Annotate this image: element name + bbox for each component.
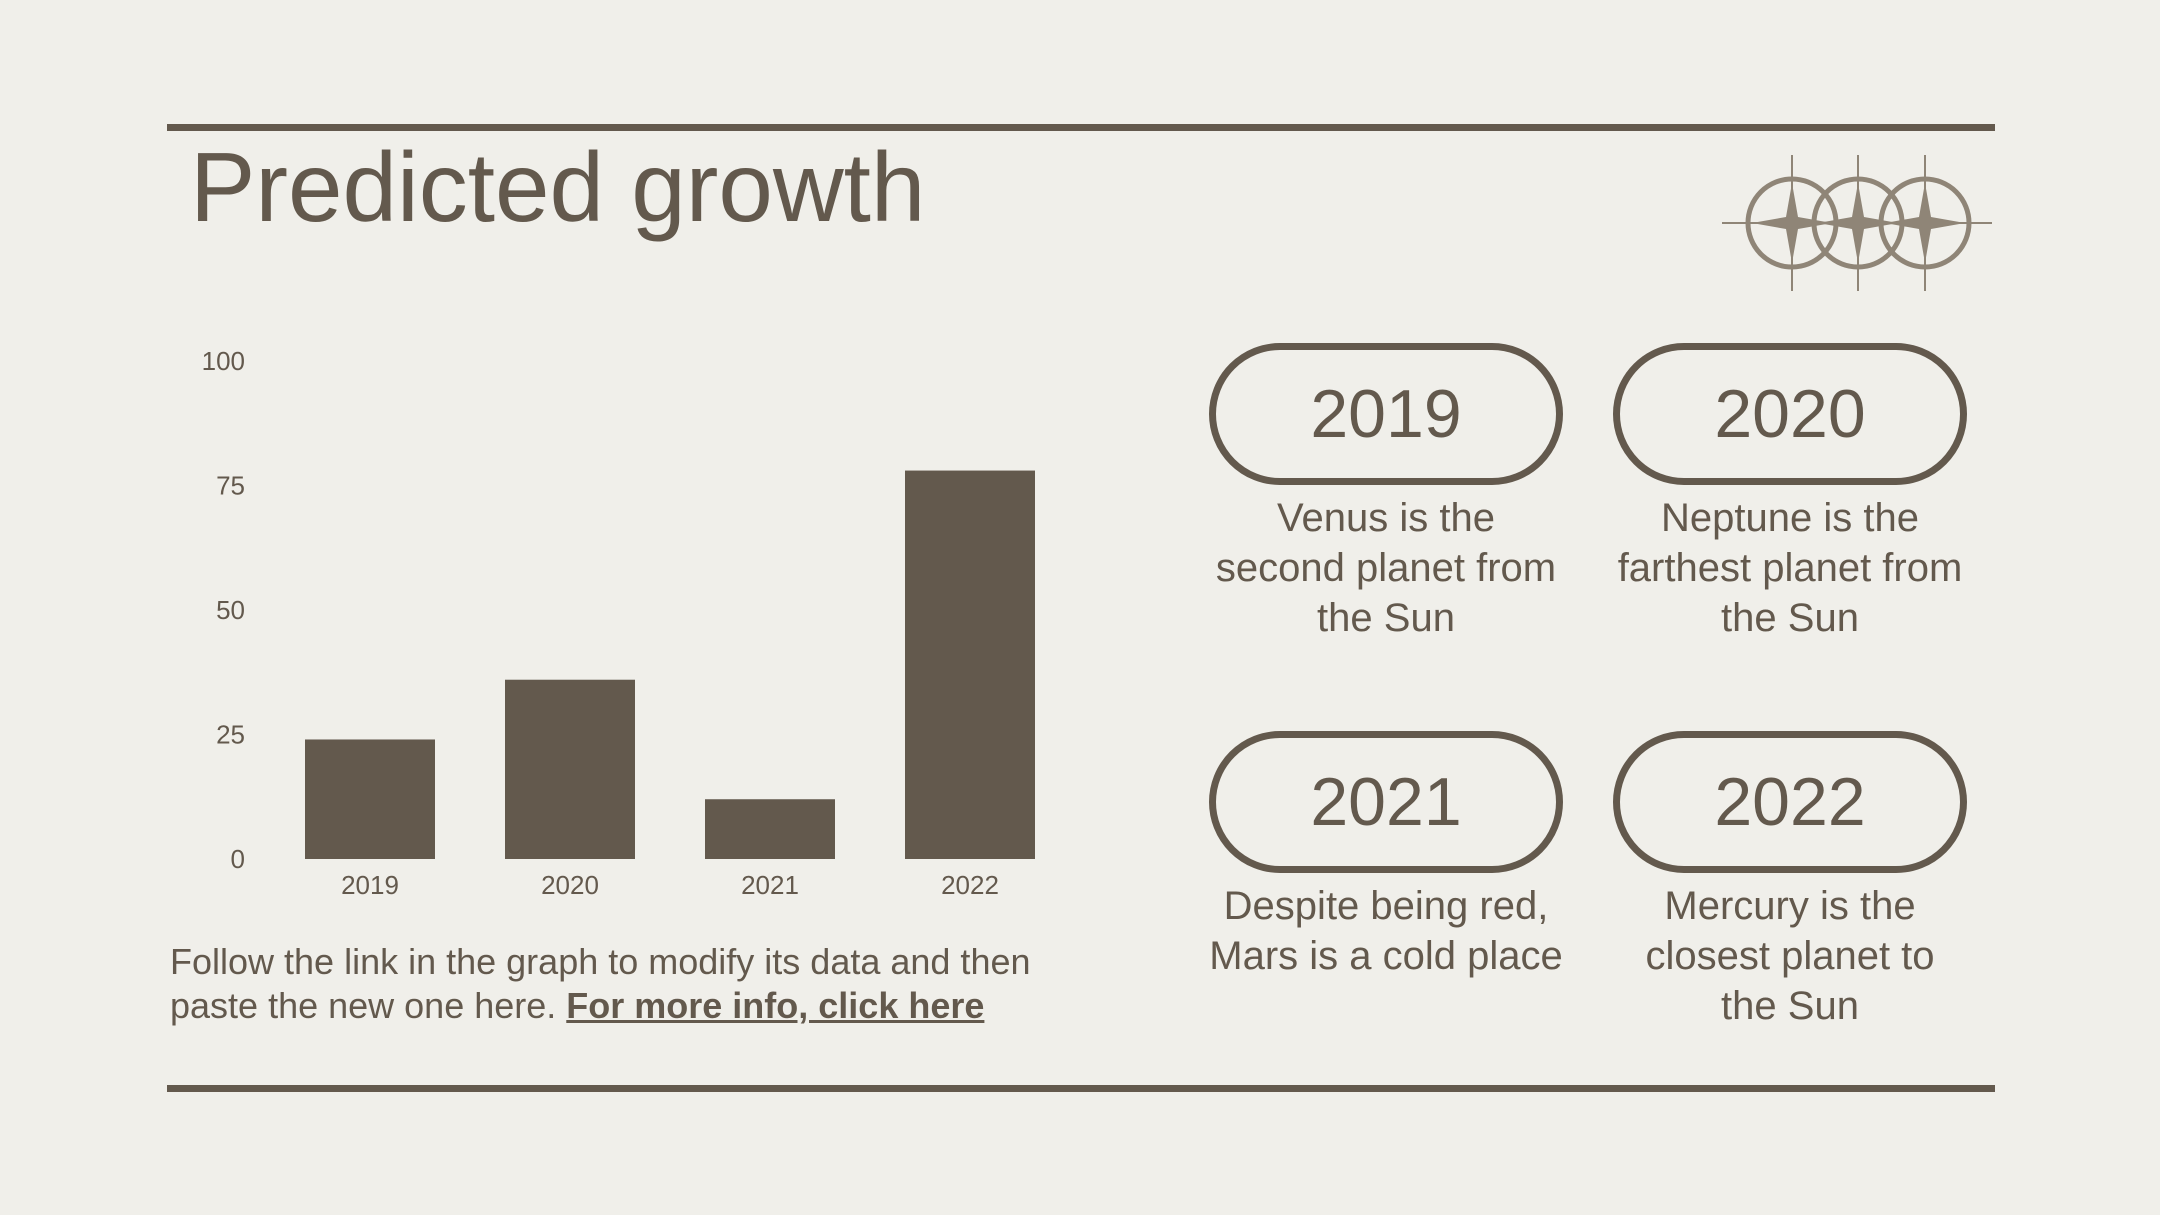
year-pill: 2020: [1613, 343, 1967, 485]
bar-2021: [705, 799, 835, 859]
y-tick-label: 25: [216, 720, 245, 750]
year-pill: 2021: [1209, 731, 1563, 873]
caption-text: Follow the link in the graph to modify i…: [170, 941, 1031, 1026]
three-star-circle-icon: [1722, 155, 1992, 291]
card-description: Despite being red, Mars is a cold place: [1209, 884, 1563, 978]
y-tick-label: 50: [216, 595, 245, 625]
y-tick-label: 75: [216, 471, 245, 501]
bar-2022: [905, 470, 1035, 859]
x-tick-label: 2020: [541, 870, 599, 900]
y-tick-label: 0: [231, 844, 245, 874]
bar-2019: [305, 739, 435, 859]
year-pill: 2022: [1613, 731, 1967, 873]
x-tick-label: 2021: [741, 870, 799, 900]
timeline-card-2021: 2021 Despite being red, Mars is a cold p…: [1209, 731, 1563, 981]
timeline-card-2020: 2020 Neptune is the farthest planet from…: [1613, 343, 1967, 643]
card-description: Venus is the second planet from the Sun: [1215, 496, 1557, 640]
x-tick-label: 2022: [941, 870, 999, 900]
chart-caption: Follow the link in the graph to modify i…: [170, 940, 1070, 1028]
bottom-divider: [167, 1085, 1995, 1092]
card-description: Mercury is the closest planet to the Sun: [1645, 884, 1935, 1028]
more-info-link[interactable]: For more info, click here: [566, 985, 985, 1026]
x-tick-label: 2019: [341, 870, 399, 900]
timeline-card-2019: 2019 Venus is the second planet from the…: [1209, 343, 1563, 643]
bar-chart: 0 25 50 75 100 2019 2020 2021 2022: [202, 346, 1035, 900]
year-pill: 2019: [1209, 343, 1563, 485]
page-title: Predicted growth: [190, 132, 926, 242]
timeline-card-2022: 2022 Mercury is the closest planet to th…: [1613, 731, 1967, 1031]
top-divider: [167, 124, 1995, 131]
bar-2020: [505, 679, 635, 859]
y-tick-label: 100: [202, 346, 245, 376]
card-description: Neptune is the farthest planet from the …: [1617, 496, 1963, 640]
